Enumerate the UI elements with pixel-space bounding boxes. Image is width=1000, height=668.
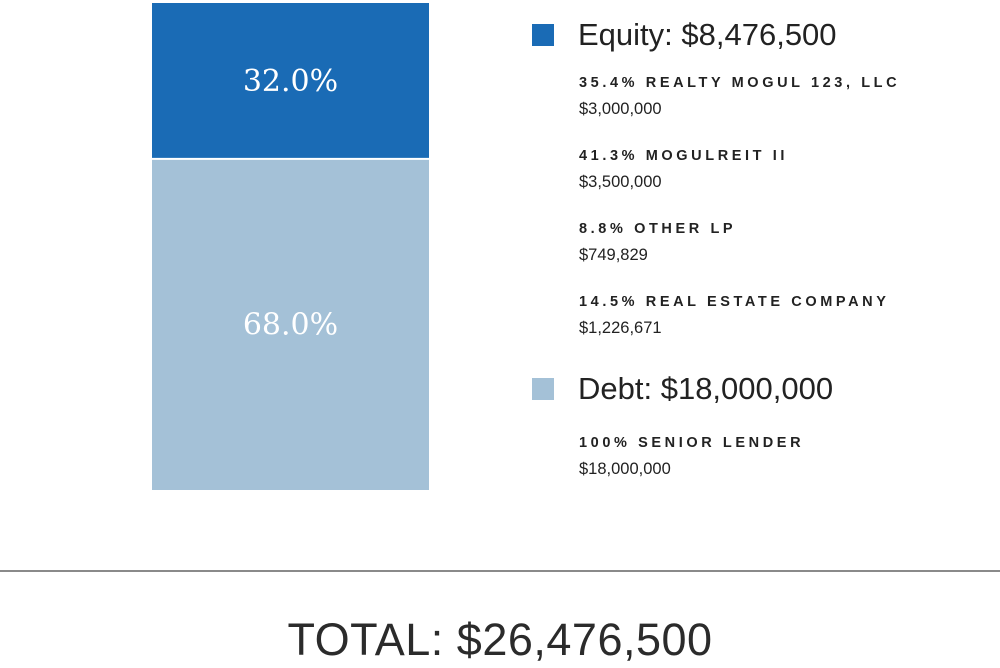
bar-segment-debt bbox=[152, 158, 429, 490]
equity-swatch bbox=[532, 24, 554, 46]
debt-title: Debt: $18,000,000 bbox=[578, 371, 834, 406]
total-divider bbox=[0, 570, 1000, 572]
legend-group-debt: Debt: $18,000,000 bbox=[532, 369, 833, 409]
legend-item-name: 100% SENIOR LENDER bbox=[579, 435, 805, 451]
legend-item-amount: $18,000,000 bbox=[579, 460, 671, 478]
legend-item-name: 35.4% REALTY MOGUL 123, LLC bbox=[579, 75, 901, 91]
legend-item-real-estate-company: 14.5% REAL ESTATE COMPANY $1,226,671 bbox=[579, 293, 890, 337]
bar-segment-label-equity: 32.0% bbox=[243, 64, 338, 99]
equity-title: Equity: $8,476,500 bbox=[578, 17, 837, 52]
legend-group-equity: Equity: $8,476,500 bbox=[532, 15, 837, 55]
total-label: TOTAL: $26,476,500 bbox=[287, 614, 713, 665]
legend-item-name: 14.5% REAL ESTATE COMPANY bbox=[579, 294, 890, 310]
legend-item-other-lp: 8.8% OTHER LP $749,829 bbox=[579, 220, 736, 264]
legend-item-amount: $1,226,671 bbox=[579, 319, 662, 337]
legend-item-amount: $749,829 bbox=[579, 246, 648, 264]
legend-item-amount: $3,500,000 bbox=[579, 173, 662, 191]
legend-item-mogulreit-ii: 41.3% MOGULREIT II $3,500,000 bbox=[579, 147, 788, 191]
legend-item-realty-mogul-123: 35.4% REALTY MOGUL 123, LLC $3,000,000 bbox=[579, 74, 900, 118]
debt-swatch bbox=[532, 378, 554, 400]
stacked-bar-chart: 32.0% 68.0% bbox=[152, 3, 429, 490]
legend-item-senior-lender: 100% SENIOR LENDER $18,000,000 bbox=[579, 434, 804, 478]
legend-item-amount: $3,000,000 bbox=[579, 100, 662, 118]
legend-item-name: 41.3% MOGULREIT II bbox=[579, 148, 789, 164]
bar-segment-label-debt: 68.0% bbox=[243, 307, 338, 342]
legend-item-name: 8.8% OTHER LP bbox=[579, 221, 737, 237]
bar-segment-equity bbox=[152, 3, 429, 159]
